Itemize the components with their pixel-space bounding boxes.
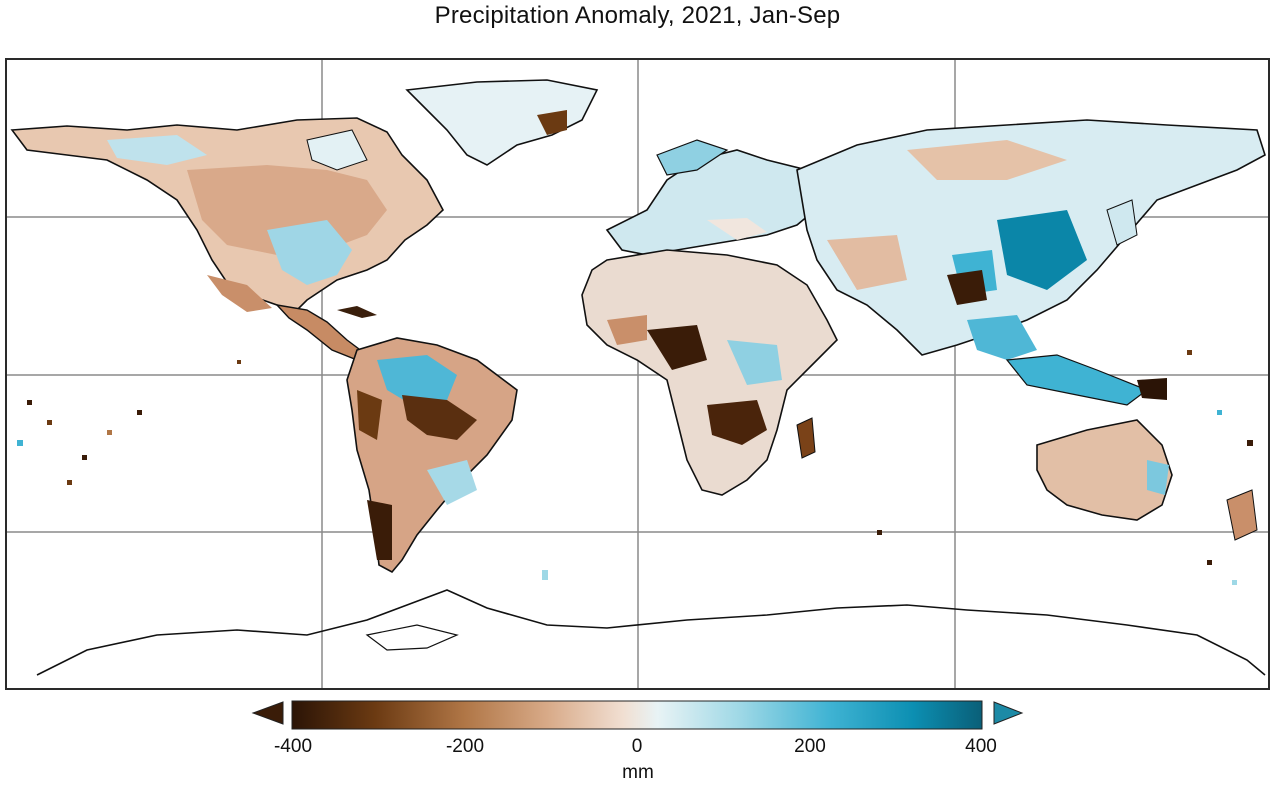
asia-landmass [796, 119, 1266, 360]
southeast-asia-islands [1005, 354, 1167, 406]
south-america-landmass [346, 337, 518, 574]
colorbar [251, 700, 1024, 730]
europe-landmass [605, 139, 829, 256]
colorbar-min-extend-arrow [251, 701, 284, 725]
colorbar-tick-label: 0 [631, 736, 643, 757]
ocean-island-pixels [17, 350, 1253, 585]
colorbar-max-extend-arrow [993, 701, 1024, 725]
colorbar-tick-label: -200 [445, 736, 485, 757]
map-title: Precipitation Anomaly, 2021, Jan-Sep [434, 2, 841, 29]
africa-landmass [581, 249, 838, 496]
colorbar-unit-label: mm [622, 762, 654, 783]
colorbar-tick-label: -400 [273, 736, 313, 757]
australia-landmass [1036, 419, 1258, 541]
greenland-landmass [405, 79, 599, 166]
antarctica-outline [36, 589, 1266, 676]
map-panel [5, 58, 1270, 690]
colorbar-tick-label: 200 [794, 736, 826, 757]
colorbar-gradient [291, 700, 983, 730]
colorbar-tick-label: 400 [965, 736, 997, 757]
world-map [7, 60, 1268, 688]
north-america-landmass [10, 117, 444, 317]
